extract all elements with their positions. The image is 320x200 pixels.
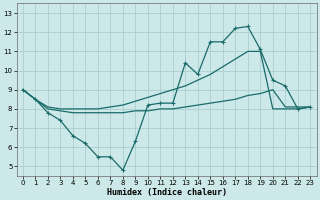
X-axis label: Humidex (Indice chaleur): Humidex (Indice chaleur) — [107, 188, 227, 197]
